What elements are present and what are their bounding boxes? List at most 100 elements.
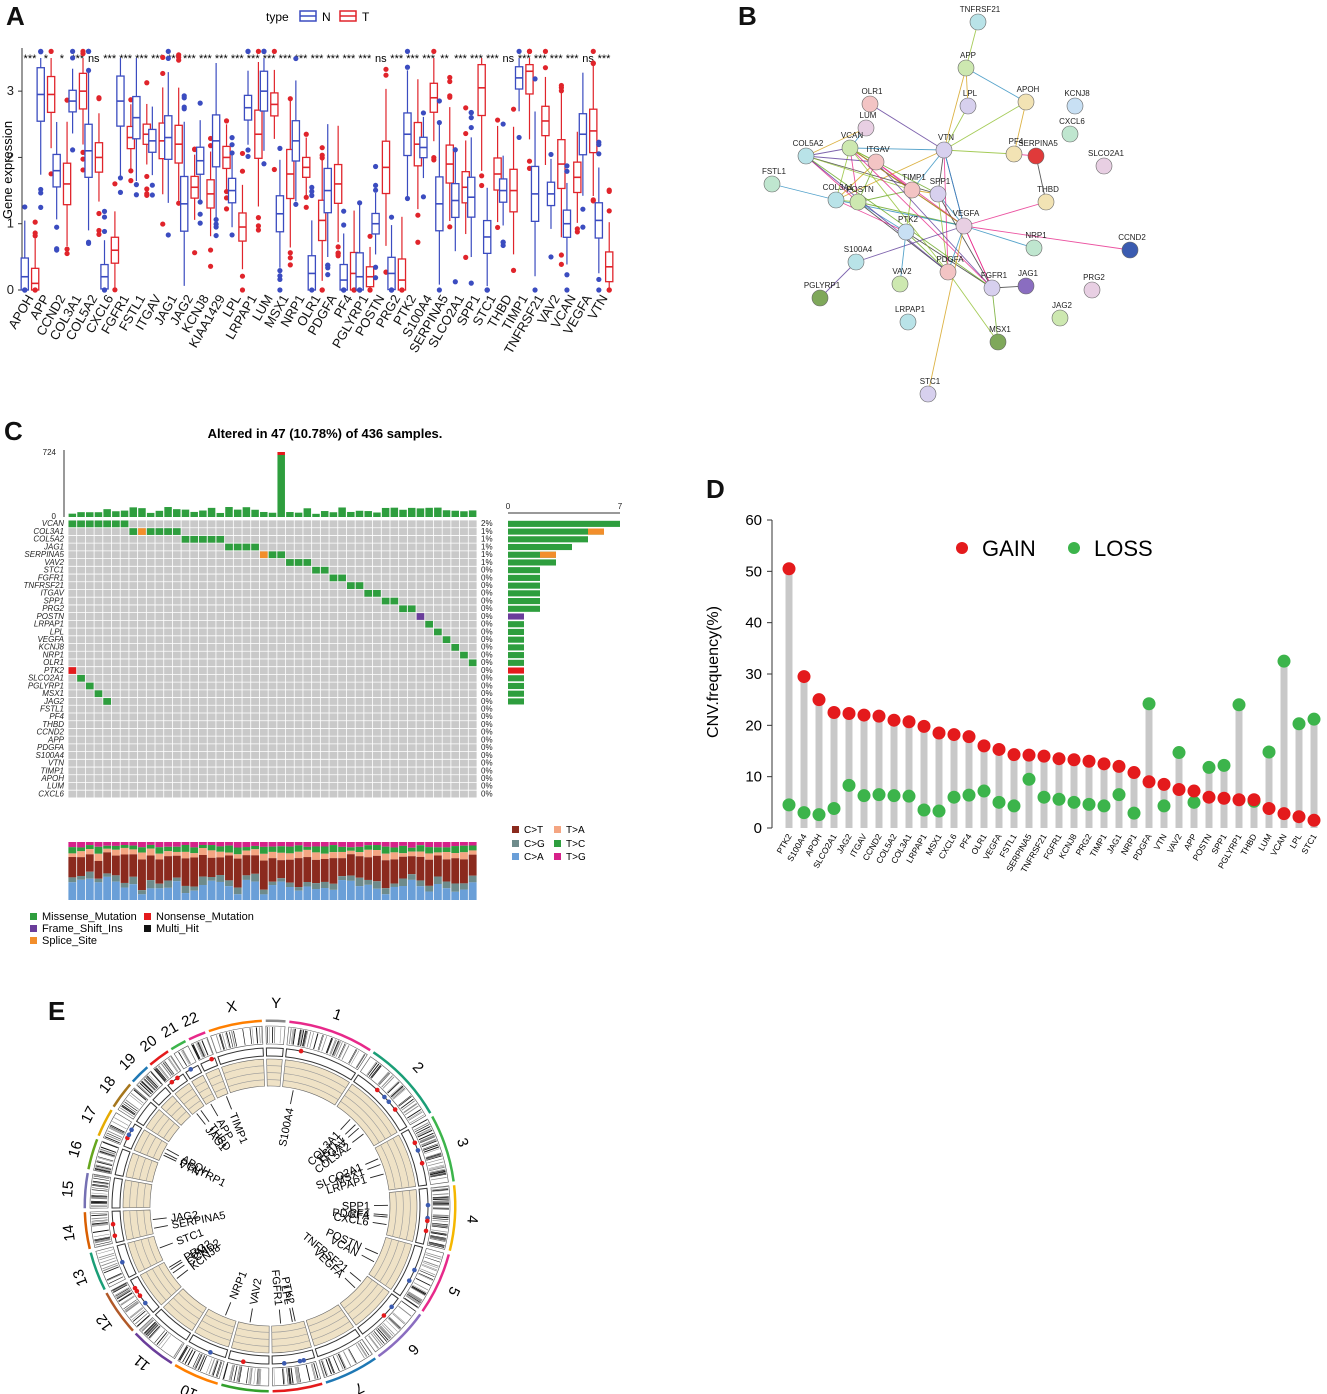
snv-segment [277, 860, 286, 879]
cytoband [373, 1331, 385, 1344]
gene-row-percent: 0% [481, 759, 493, 768]
snv-segment [172, 846, 181, 852]
mutation-cell [103, 698, 112, 705]
panel-letter-a: A [6, 1, 25, 31]
gene-row-label: STC1 [44, 566, 64, 575]
gene-marker [137, 1293, 143, 1299]
snv-segment [181, 885, 190, 894]
snv-segment [320, 842, 329, 847]
outlier-normal [277, 145, 283, 151]
snv-segment [146, 844, 155, 849]
tmb-bar [277, 455, 285, 517]
gene-row-label: VCAN [42, 519, 64, 528]
cytoband [148, 1325, 160, 1339]
gene-marker [406, 1278, 412, 1283]
inner-ring-track [314, 1328, 361, 1358]
network-node: COL3A1 [823, 183, 854, 209]
outlier-normal [117, 189, 124, 195]
cytoband [162, 1062, 173, 1076]
snv-segment [277, 852, 286, 861]
panel-e-circos: 12345678910111213141516171819202122XYS10… [59, 995, 481, 1394]
cytoband [321, 1360, 328, 1376]
snv-segment [372, 845, 381, 851]
network-node-label: SPP1 [930, 177, 951, 186]
cytoband [91, 1200, 108, 1203]
snv-segment [268, 842, 277, 847]
gene-marker [209, 1056, 214, 1062]
cytoband [120, 1296, 135, 1306]
cytoband [93, 1174, 110, 1178]
cytoband [208, 1359, 215, 1375]
snv-segment [372, 888, 381, 900]
gene-marker [374, 1087, 380, 1093]
cytoband [410, 1287, 426, 1296]
cytoband [228, 1364, 233, 1381]
gene-label: CXCL6 [333, 1211, 370, 1228]
significance-label: ns [503, 53, 515, 65]
network-node-circle [1025, 239, 1043, 257]
gene-label: NRP1 [228, 1270, 250, 1302]
snv-segment [129, 876, 138, 885]
cytoband [432, 1220, 449, 1222]
snv-segment [451, 883, 460, 892]
network-node-label: OLR1 [862, 87, 883, 96]
snv-segment [442, 888, 451, 900]
snv-segment [294, 858, 303, 888]
network-node-label: STC1 [920, 377, 941, 386]
tmb-bar [129, 507, 138, 517]
gene-row-label: TNFRSF21 [24, 581, 64, 590]
chromosome-label: 17 [78, 1104, 101, 1127]
outlier-normal [38, 48, 44, 54]
network-node-label: VEGFA [953, 209, 980, 218]
gain-point [1112, 759, 1126, 773]
cytoband [102, 1141, 118, 1149]
snv-segment [346, 880, 355, 900]
outlier-tumor [606, 188, 612, 194]
cytoband [348, 1348, 357, 1363]
outlier-tumor [223, 118, 230, 124]
outlier-normal [261, 48, 267, 54]
outlier-normal [564, 163, 570, 169]
cytoband [118, 1292, 133, 1303]
snv-segment [425, 842, 434, 848]
snv-segment [225, 855, 233, 881]
gain-point [842, 707, 856, 721]
outlier-normal [277, 276, 283, 283]
outlier-tumor [255, 48, 262, 54]
snv-segment [277, 881, 286, 900]
cytoband [237, 1366, 242, 1383]
cytoband [405, 1295, 420, 1305]
network-node-label: CXCL6 [1059, 117, 1085, 126]
density-track [125, 1152, 159, 1183]
network-node-circle [763, 175, 781, 193]
cytoband [381, 1075, 393, 1088]
outlier-tumor [558, 88, 564, 94]
significance-label: *** [199, 53, 213, 65]
mutation-cell [373, 589, 381, 597]
density-gridline [271, 1333, 308, 1340]
mutation-cell [94, 520, 103, 528]
cytoband [194, 1353, 202, 1369]
cytoband [432, 1218, 449, 1220]
density-gridline [129, 1180, 133, 1208]
network-node-label: APP [960, 51, 976, 60]
network-node: TIMP1 [902, 173, 926, 199]
network-node-circle [1095, 157, 1113, 175]
snv-segment [251, 855, 260, 874]
network-node-label: PTK2 [898, 215, 919, 224]
network-node-circle [959, 97, 977, 115]
cytoband [143, 1078, 156, 1091]
cytoband [156, 1331, 168, 1345]
outlier-tumor [415, 239, 421, 245]
tmb-bar [338, 507, 346, 517]
network-edge [937, 193, 993, 289]
cytoband [95, 1164, 112, 1169]
outlier-tumor [160, 70, 166, 77]
network-node-circle [1017, 93, 1035, 111]
y-tick-label: 3 [7, 83, 14, 98]
cytoband [249, 1367, 252, 1384]
gene-label: LPL [278, 1284, 293, 1305]
box-tumor [525, 63, 534, 95]
gene-freq-bar [508, 543, 572, 551]
network-edge [855, 225, 965, 263]
